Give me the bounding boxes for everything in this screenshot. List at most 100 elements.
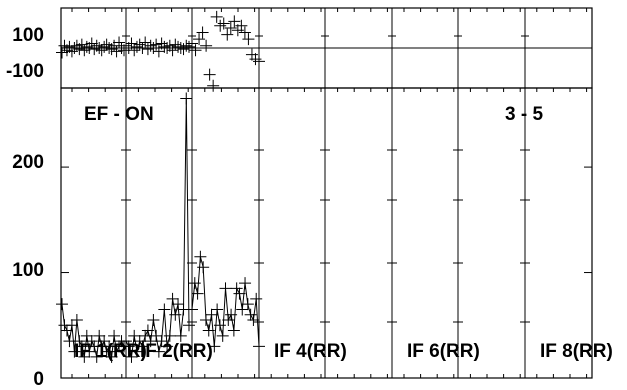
phase-point — [193, 33, 206, 46]
amplitude-point — [166, 292, 179, 305]
annotation-baseline: 3 - 5 — [505, 104, 543, 125]
tick-marks — [61, 8, 592, 379]
phase-point — [105, 43, 118, 56]
amplitude-point — [213, 319, 226, 332]
amplitude-point — [236, 303, 249, 316]
phase-point — [130, 40, 143, 53]
phase-point — [207, 79, 220, 92]
amplitude-point — [93, 329, 106, 342]
amplitude-point — [110, 345, 123, 358]
phase-point — [136, 42, 149, 54]
amplitude-point — [253, 340, 265, 353]
phase-point — [133, 38, 146, 51]
phase-point — [128, 44, 141, 57]
amplitude-point — [108, 329, 121, 342]
phase-point — [169, 38, 182, 51]
phase-point — [70, 39, 83, 52]
phase-point — [110, 45, 123, 58]
amplitude-point — [186, 303, 198, 316]
amplitude-point — [230, 282, 243, 295]
amplitude-point — [122, 340, 135, 353]
amplitude-point — [133, 335, 146, 348]
phase-point — [150, 38, 163, 51]
amplitude-point — [128, 329, 141, 342]
amplitude-point — [139, 329, 152, 342]
amplitude-point — [83, 345, 96, 358]
amplitude-point — [250, 292, 263, 305]
phase-point — [253, 55, 265, 68]
phase-point — [68, 42, 81, 54]
amplitude-point — [239, 277, 252, 290]
amplitude-point — [60, 324, 73, 337]
phase-point — [221, 28, 234, 41]
phase-point — [65, 45, 78, 58]
phase-point — [141, 43, 154, 56]
phase-point — [75, 38, 88, 51]
amplitude-point — [174, 329, 187, 342]
amplitude-point — [211, 303, 224, 316]
phase-point — [183, 40, 195, 53]
amplitude-point — [90, 350, 103, 363]
amplitude-point — [150, 329, 163, 342]
amplitude-point — [65, 319, 78, 332]
amplitude-point — [73, 335, 86, 348]
amplitude-point — [125, 350, 138, 363]
amplitude-point — [172, 298, 185, 311]
phase-point — [144, 39, 157, 52]
amplitude-point — [241, 298, 254, 311]
phase-point — [161, 42, 174, 54]
phase-point — [238, 26, 251, 39]
if-label: IF 2(RR) — [140, 341, 213, 362]
if-label: IF 6(RR) — [407, 341, 480, 362]
amplitude-point — [244, 308, 257, 321]
amplitude-point — [98, 335, 111, 348]
amplitude-point — [161, 340, 174, 353]
phase-point — [210, 10, 223, 23]
amplitude-point — [247, 314, 260, 326]
phase-point — [180, 39, 193, 52]
phase-point — [125, 37, 138, 50]
amplitude-point — [152, 345, 165, 358]
amplitude-point — [136, 340, 149, 353]
phase-point — [172, 40, 185, 53]
amplitude-point — [70, 314, 83, 326]
phase-point — [196, 26, 209, 39]
phase-point — [174, 42, 187, 54]
amplitude-line — [125, 98, 190, 358]
phase-point — [189, 44, 202, 57]
amplitude-panel-frame — [60, 87, 593, 379]
phase-point — [103, 42, 116, 54]
amplitude-point — [56, 298, 68, 311]
phase-point — [120, 39, 132, 52]
amplitude-point — [147, 314, 160, 326]
if-label: IF 4(RR) — [274, 341, 347, 362]
amplitude-point — [222, 314, 235, 326]
amplitude-point — [188, 277, 201, 290]
amplitude-ytick-label: 0 — [33, 369, 44, 390]
amplitude-point — [80, 329, 93, 342]
phase-point — [217, 17, 230, 30]
amplitude-point — [199, 314, 212, 326]
amplitude-point — [85, 335, 98, 348]
phase-point — [214, 19, 227, 32]
phase-ytick-label: 100 — [12, 25, 44, 46]
amplitude-series — [56, 92, 265, 363]
phase-point — [228, 15, 241, 28]
phase-point — [78, 44, 91, 57]
amplitude-point — [141, 324, 154, 337]
phase-point — [200, 39, 213, 52]
amplitude-point — [130, 345, 143, 358]
phase-point — [224, 22, 237, 34]
amplitude-point — [105, 350, 118, 363]
amplitude-point — [197, 261, 210, 274]
amplitude-point — [194, 250, 207, 263]
phase-point — [139, 36, 152, 49]
amplitude-point — [158, 303, 171, 316]
amplitude-ytick-label: 200 — [12, 152, 44, 173]
phase-point — [147, 42, 160, 54]
phase-ytick-label: -100 — [6, 61, 44, 82]
amplitude-point — [208, 340, 221, 353]
phase-point — [95, 44, 108, 57]
amplitude-point — [183, 319, 195, 332]
